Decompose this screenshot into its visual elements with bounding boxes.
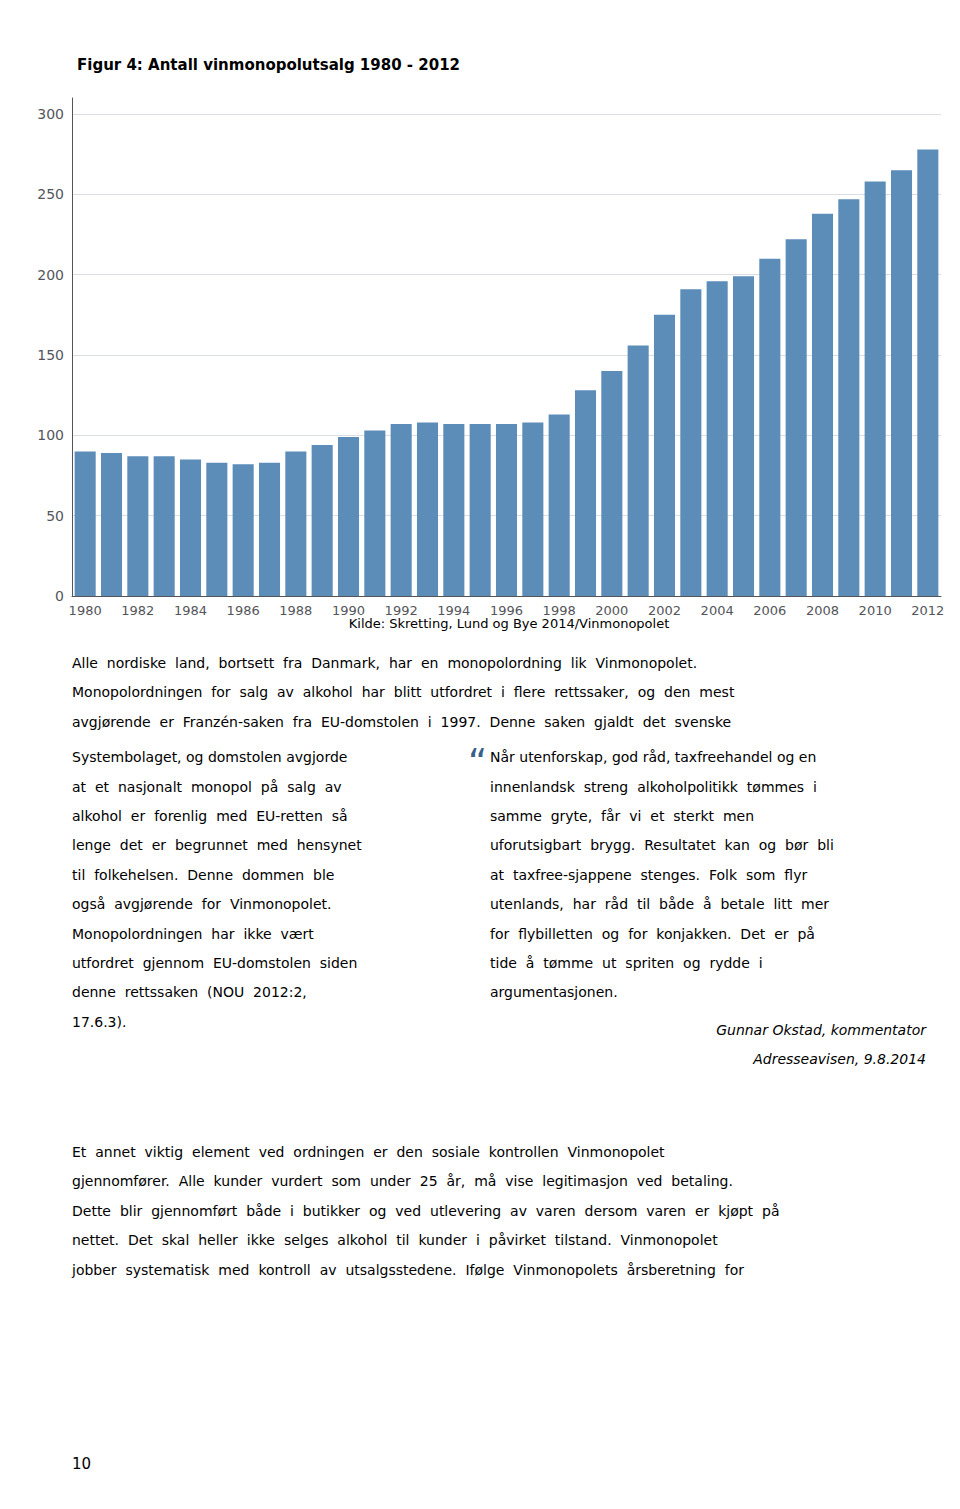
svg-text:10: 10	[72, 1455, 91, 1473]
svg-text:uforutsigbart brygg. Resulta: uforutsigbart brygg. Resultatet kan og b…	[490, 837, 834, 853]
svg-text:1990: 1990	[332, 603, 365, 618]
svg-text:1998: 1998	[543, 603, 576, 618]
svg-text:2008: 2008	[806, 603, 839, 618]
svg-text:“: “	[468, 741, 487, 784]
svg-text:300: 300	[37, 106, 64, 122]
svg-text:2010: 2010	[859, 603, 892, 618]
svg-text:jobber systematisk med kont: jobber systematisk med kontroll av utsal…	[71, 1262, 744, 1278]
svg-text:Monopolordningen for salg a: Monopolordningen for salg av alkohol har…	[72, 684, 735, 700]
svg-text:1986: 1986	[227, 603, 260, 618]
svg-text:avgjørende er Franzén-saken: avgjørende er Franzén-saken fra EU-domst…	[72, 714, 731, 730]
svg-text:argumentasjonen.: argumentasjonen.	[490, 984, 618, 1000]
svg-text:lenge det er begrunnet med: lenge det er begrunnet med hensynet	[72, 837, 362, 853]
svg-text:Systembolaget, og domstolen av: Systembolaget, og domstolen avgjorde	[72, 749, 347, 765]
svg-text:denne rettssaken (NOU 2012:: denne rettssaken (NOU 2012:2,	[72, 984, 307, 1000]
svg-text:tide å tømme ut spriten o: tide å tømme ut spriten og rydde i	[490, 955, 763, 971]
svg-text:Figur 4: Antall vinmonopolutsa: Figur 4: Antall vinmonopolutsalg 1980 - …	[77, 56, 460, 74]
svg-text:Gunnar Okstad, kommentator: Gunnar Okstad, kommentator	[716, 1022, 927, 1038]
svg-text:samme gryte, får vi et st: samme gryte, får vi et sterkt men	[490, 808, 754, 824]
svg-text:nettet. Det skal heller ik: nettet. Det skal heller ikke selges alko…	[72, 1232, 718, 1248]
svg-text:Kilde: Skretting, Lund og Bye: Kilde: Skretting, Lund og Bye 2014/Vinmo…	[349, 616, 670, 631]
svg-text:250: 250	[37, 186, 64, 202]
svg-text:2000: 2000	[595, 603, 628, 618]
svg-text:1980: 1980	[69, 603, 102, 618]
svg-text:Når utenforskap, god råd, taxf: Når utenforskap, god råd, taxfreehandel …	[490, 749, 816, 765]
svg-text:2004: 2004	[701, 603, 734, 618]
svg-text:1988: 1988	[279, 603, 312, 618]
svg-text:200: 200	[37, 267, 64, 283]
svg-text:1994: 1994	[437, 603, 470, 618]
svg-text:1984: 1984	[174, 603, 207, 618]
svg-text:for flybilletten og for ko: for flybilletten og for konjakken. Det e…	[490, 926, 815, 942]
svg-text:at taxfree-sjappene stenges.: at taxfree-sjappene stenges. Folk som fl…	[490, 867, 807, 883]
svg-text:1996: 1996	[490, 603, 523, 618]
svg-text:150: 150	[37, 347, 64, 363]
svg-text:2002: 2002	[648, 603, 681, 618]
svg-text:2012: 2012	[911, 603, 944, 618]
svg-text:Monopolordningen har ikke v: Monopolordningen har ikke vært	[72, 926, 314, 942]
svg-text:Et annet viktig element ve: Et annet viktig element ved ordningen er…	[72, 1144, 665, 1160]
svg-text:Dette blir gjennomført både: Dette blir gjennomført både i butikker o…	[72, 1203, 779, 1219]
svg-text:utenlands, har råd til båd: utenlands, har råd til både å betale lit…	[490, 896, 829, 912]
svg-text:at et nasjonalt monopol på: at et nasjonalt monopol på salg av	[72, 779, 342, 795]
svg-text:17.6.3).: 17.6.3).	[72, 1014, 126, 1030]
svg-text:50: 50	[46, 508, 64, 524]
svg-text:0: 0	[55, 588, 64, 604]
svg-text:utfordret gjennom EU-domstol: utfordret gjennom EU-domstolen siden	[72, 955, 357, 971]
svg-text:til folkehelsen. Denne domm: til folkehelsen. Denne dommen ble	[72, 867, 334, 883]
svg-text:2006: 2006	[753, 603, 786, 618]
svg-text:1992: 1992	[385, 603, 418, 618]
svg-text:alkohol er forenlig med EU: alkohol er forenlig med EU-retten så	[72, 808, 348, 824]
svg-text:også avgjørende for Vinmono: også avgjørende for Vinmonopolet.	[72, 896, 332, 912]
svg-text:innenlandsk streng alkoholpo: innenlandsk streng alkoholpolitikk tømme…	[490, 779, 817, 795]
svg-text:Alle nordiske land, bortset: Alle nordiske land, bortsett fra Danmark…	[72, 655, 697, 671]
svg-text:100: 100	[37, 427, 64, 443]
svg-text:1982: 1982	[121, 603, 154, 618]
svg-text:gjennomfører. Alle kunder v: gjennomfører. Alle kunder vurdert som un…	[72, 1173, 733, 1189]
svg-text:Adresseavisen, 9.8.2014: Adresseavisen, 9.8.2014	[752, 1051, 926, 1067]
